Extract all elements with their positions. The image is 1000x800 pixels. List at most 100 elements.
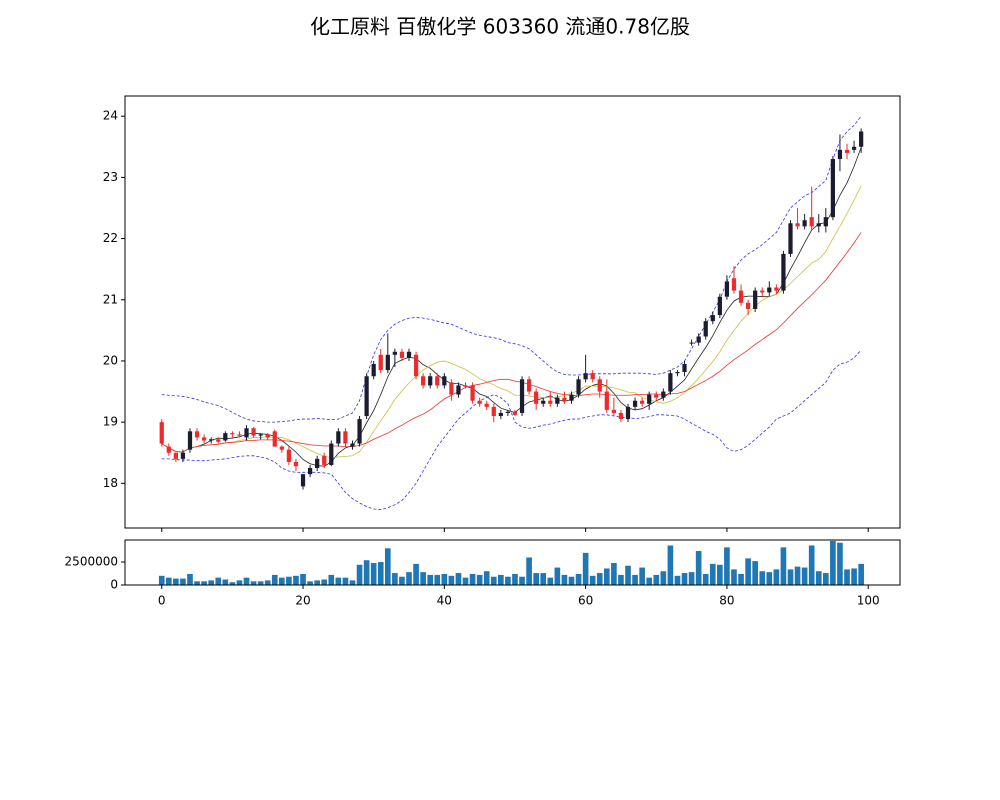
volume-bar (533, 573, 539, 585)
volume-bar (575, 573, 582, 585)
indicator-line (161, 232, 862, 453)
candle-body (859, 131, 864, 147)
candle-body (265, 434, 270, 438)
candle-body (519, 379, 525, 413)
volume-bar (724, 547, 730, 585)
volume-bar (568, 576, 575, 585)
volume-bar (356, 564, 363, 585)
y-tick-label: 19 (103, 415, 118, 429)
volume-bar (158, 575, 165, 585)
volume-bar (469, 573, 476, 585)
volume-bar (321, 579, 328, 585)
candle-body (279, 446, 284, 450)
volume-bar (173, 578, 179, 585)
candle-body (781, 253, 786, 291)
candle-body (223, 433, 228, 441)
candle-body (357, 419, 362, 444)
volume-bar (349, 580, 356, 585)
candle-body (435, 376, 440, 386)
candle-body (583, 373, 588, 380)
candle-body (632, 400, 638, 407)
y-tick-label: 22 (103, 231, 118, 245)
candle-body (371, 364, 376, 377)
volume-bar (250, 581, 257, 585)
volume-bar (286, 576, 292, 585)
volume-bar (201, 581, 207, 585)
volume-bar (384, 548, 391, 585)
candle-body (647, 394, 652, 404)
volume-bar (801, 567, 808, 585)
volume-bar (483, 571, 490, 585)
volume-bar (222, 579, 229, 585)
axes-frame (124, 95, 901, 529)
candle-body (802, 220, 807, 227)
volume-bar (632, 574, 638, 585)
candle-body (336, 431, 341, 444)
volume-bar (363, 560, 370, 585)
volume-bar (674, 575, 681, 585)
candle-body (300, 474, 306, 487)
x-tick-label: 100 (857, 594, 880, 608)
volume-bar (462, 577, 469, 585)
volume-bar (681, 573, 688, 585)
volume-bar (582, 552, 589, 585)
volume-bar (717, 564, 723, 585)
volume-bar (815, 571, 822, 585)
volume-bar (194, 581, 200, 585)
candle-body (463, 385, 468, 387)
candle-body (406, 351, 412, 358)
volume-bar (427, 574, 434, 585)
candle-body (421, 376, 426, 386)
indicator-line (161, 349, 862, 511)
candle-body (173, 452, 178, 459)
volume-bar (618, 574, 624, 585)
volume-bar (702, 573, 709, 585)
volume-bar (745, 558, 751, 585)
volume-bar (787, 569, 794, 585)
candle-body (413, 354, 419, 377)
volume-bar (434, 574, 441, 585)
volume-bar (342, 577, 349, 585)
x-tick-label: 20 (295, 594, 310, 608)
volume-bar (646, 577, 653, 585)
candle-body (760, 290, 765, 293)
volume-bar (406, 572, 412, 585)
candle-body (505, 411, 511, 413)
candle-body (159, 422, 164, 444)
candle-body (315, 458, 320, 469)
candle-body (689, 342, 694, 344)
candle-body (837, 149, 843, 160)
candle-body (597, 379, 602, 392)
candle-body (251, 428, 256, 436)
volume-bar (377, 562, 384, 585)
candle-body (216, 439, 221, 442)
chart-title: 化工原料 百傲化学 603360 流通0.78亿股 (310, 15, 690, 39)
volume-bar (603, 568, 610, 585)
candle-body (569, 394, 574, 401)
indicator-line (161, 115, 862, 423)
candle-body (576, 379, 581, 395)
y-tick-label: 0 (110, 578, 118, 592)
volume-bar (300, 573, 306, 585)
candle-body (611, 409, 616, 413)
candle-body (816, 223, 821, 227)
candle-body (272, 431, 277, 447)
candle-body (851, 146, 857, 150)
candle-body (625, 406, 631, 420)
volume-bar (759, 571, 766, 585)
candle-body (696, 336, 701, 343)
candle-body (526, 379, 532, 392)
candle-body (541, 400, 546, 404)
candle-body (442, 376, 447, 386)
candle-body (484, 403, 489, 407)
candle-body (604, 391, 609, 410)
x-tick-label: 0 (158, 594, 166, 608)
candle-body (661, 391, 666, 398)
candle-body (477, 400, 482, 404)
volume-bar (822, 573, 829, 585)
candle-body (562, 397, 567, 401)
candle-body (774, 287, 779, 291)
candle-body (350, 443, 355, 447)
volume-bar (243, 577, 250, 585)
